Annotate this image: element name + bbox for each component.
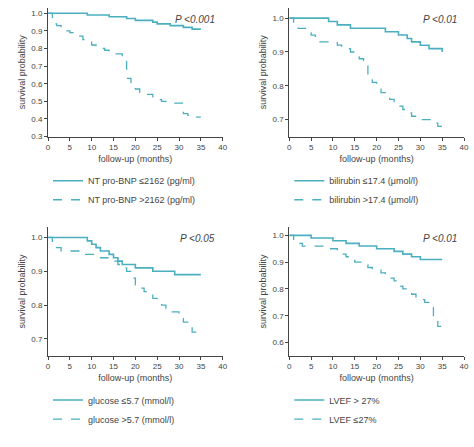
- svg-text:40: 40: [218, 143, 227, 152]
- svg-text:1.0: 1.0: [31, 9, 43, 18]
- svg-text:30: 30: [416, 143, 425, 152]
- svg-text:15: 15: [109, 362, 118, 371]
- svg-text:0: 0: [46, 362, 51, 371]
- svg-text:LVEF > 27%: LVEF > 27%: [329, 396, 379, 406]
- svg-text:0: 0: [287, 362, 292, 371]
- svg-text:0.8: 0.8: [273, 285, 285, 294]
- svg-text:40: 40: [218, 362, 227, 371]
- svg-text:0.6: 0.6: [273, 338, 285, 347]
- svg-text:0.7: 0.7: [31, 62, 43, 71]
- svg-text:survival probability: survival probability: [17, 35, 27, 110]
- svg-text:P <0.01: P <0.01: [423, 233, 457, 244]
- svg-text:0.4: 0.4: [31, 115, 43, 124]
- svg-text:15: 15: [350, 362, 359, 371]
- svg-text:bilirubin ≤17.4 (μmol/l): bilirubin ≤17.4 (μmol/l): [329, 176, 418, 186]
- svg-text:0.7: 0.7: [273, 311, 285, 320]
- svg-text:follow-up (months): follow-up (months): [98, 154, 172, 164]
- svg-text:survival probability: survival probability: [258, 35, 268, 110]
- svg-text:35: 35: [196, 143, 205, 152]
- svg-text:1.0: 1.0: [31, 233, 43, 242]
- svg-text:LVEF ≤27%: LVEF ≤27%: [329, 415, 376, 425]
- svg-text:25: 25: [394, 362, 403, 371]
- svg-text:25: 25: [153, 143, 162, 152]
- svg-text:0.8: 0.8: [273, 82, 285, 91]
- svg-text:glucose >5.7 (mmol/l): glucose >5.7 (mmol/l): [88, 415, 174, 425]
- svg-text:5: 5: [68, 143, 73, 152]
- svg-text:0.6: 0.6: [31, 80, 43, 89]
- svg-text:1.0: 1.0: [273, 231, 285, 240]
- svg-text:20: 20: [131, 143, 140, 152]
- svg-text:follow-up (months): follow-up (months): [340, 373, 414, 383]
- svg-text:P <0.001: P <0.001: [175, 14, 215, 25]
- svg-text:0.8: 0.8: [31, 44, 43, 53]
- svg-text:30: 30: [175, 143, 184, 152]
- svg-text:follow-up (months): follow-up (months): [98, 373, 172, 383]
- svg-text:glucose ≤5.7 (mmol/l): glucose ≤5.7 (mmol/l): [88, 396, 174, 406]
- svg-text:15: 15: [350, 143, 359, 152]
- svg-text:0: 0: [46, 143, 51, 152]
- svg-text:5: 5: [68, 362, 73, 371]
- svg-text:35: 35: [438, 362, 447, 371]
- svg-text:10: 10: [87, 362, 96, 371]
- svg-text:40: 40: [460, 362, 469, 371]
- svg-text:NT pro-BNP >2162 (pg/ml): NT pro-BNP >2162 (pg/ml): [88, 195, 195, 205]
- svg-text:25: 25: [153, 362, 162, 371]
- svg-text:follow-up (months): follow-up (months): [340, 154, 414, 164]
- svg-text:0.9: 0.9: [31, 27, 43, 36]
- svg-text:25: 25: [394, 143, 403, 152]
- svg-text:survival probability: survival probability: [258, 254, 268, 329]
- svg-text:0.7: 0.7: [273, 115, 285, 124]
- svg-text:5: 5: [309, 362, 314, 371]
- svg-text:20: 20: [372, 362, 381, 371]
- svg-text:30: 30: [175, 362, 184, 371]
- svg-text:P <0.01: P <0.01: [423, 14, 457, 25]
- svg-text:20: 20: [372, 143, 381, 152]
- svg-text:P <0.05: P <0.05: [180, 233, 215, 244]
- svg-text:0.9: 0.9: [273, 258, 285, 267]
- svg-text:NT pro-BNP ≤2162 (pg/ml): NT pro-BNP ≤2162 (pg/ml): [88, 176, 195, 186]
- svg-text:15: 15: [109, 143, 118, 152]
- svg-text:0: 0: [287, 143, 292, 152]
- svg-text:0.8: 0.8: [31, 301, 43, 310]
- svg-text:survival probability: survival probability: [17, 254, 27, 329]
- svg-text:1.0: 1.0: [273, 14, 285, 23]
- svg-text:5: 5: [309, 143, 314, 152]
- svg-text:0.5: 0.5: [31, 97, 43, 106]
- svg-text:20: 20: [131, 362, 140, 371]
- svg-text:0.7: 0.7: [31, 335, 43, 344]
- svg-text:10: 10: [87, 143, 96, 152]
- svg-text:35: 35: [196, 362, 205, 371]
- svg-text:0.9: 0.9: [273, 48, 285, 57]
- svg-text:30: 30: [416, 362, 425, 371]
- svg-text:35: 35: [438, 143, 447, 152]
- svg-text:10: 10: [329, 143, 338, 152]
- svg-text:10: 10: [329, 362, 338, 371]
- svg-text:0.3: 0.3: [31, 132, 43, 141]
- svg-text:0.9: 0.9: [31, 267, 43, 276]
- svg-text:bilirubin >17.4 (μmol/l): bilirubin >17.4 (μmol/l): [329, 195, 418, 205]
- svg-text:40: 40: [460, 143, 469, 152]
